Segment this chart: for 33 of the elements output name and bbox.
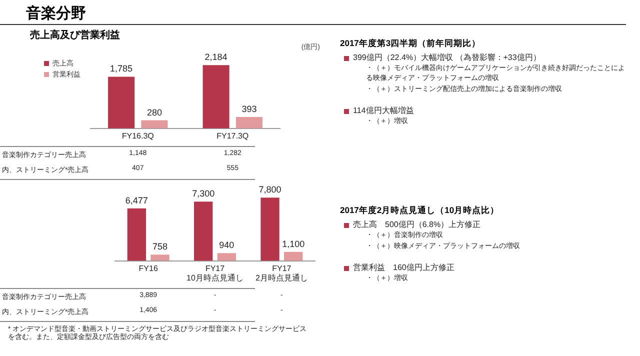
- x-tick-label: FY17.3Q: [216, 131, 249, 140]
- data-label: 1,100: [282, 238, 305, 249]
- bar: [150, 254, 170, 261]
- data-label: 393: [242, 104, 257, 114]
- text: 399億円（22.4%）大幅増収 （為替影響：+33億円）: [353, 52, 541, 64]
- bar: [127, 208, 146, 261]
- x-tick-label: FY17 2月時点見通し: [255, 264, 308, 282]
- data-label: 280: [146, 107, 162, 118]
- chart-subtitle: 売上高及び営業利益: [29, 28, 121, 42]
- data-label: 758: [152, 242, 168, 252]
- bar: [284, 252, 303, 261]
- data-label: 7,300: [192, 188, 215, 199]
- data-label: 940: [219, 240, 234, 250]
- text: 売上高 500億円（6.8%）上方修正: [353, 219, 481, 230]
- bar: [141, 120, 168, 128]
- x-tick-label: FY17 10月時点見通し: [186, 264, 244, 282]
- data-label: 6,477: [125, 195, 148, 206]
- x-tick-label: FY16: [138, 264, 158, 273]
- data-label: 7,800: [258, 184, 282, 195]
- x-tick-label: FY16.3Q: [122, 131, 154, 140]
- bar: [236, 117, 262, 128]
- data-label: 2,184: [204, 52, 228, 62]
- text: 114億円大幅増益: [353, 104, 414, 116]
- bar: [202, 65, 230, 128]
- bar: [108, 76, 135, 128]
- bar: [194, 202, 213, 261]
- text: 2017年度第3四半期（前年同期比）: [340, 38, 482, 50]
- bar: [260, 198, 280, 261]
- text: 営業利益 160億円上方修正: [353, 262, 454, 273]
- text: 2017年度2月時点見通し（10月時点比）: [340, 205, 500, 217]
- bar: [217, 253, 236, 261]
- chart-title: 音楽分野: [0, 4, 626, 25]
- data-label: 1,785: [110, 64, 133, 74]
